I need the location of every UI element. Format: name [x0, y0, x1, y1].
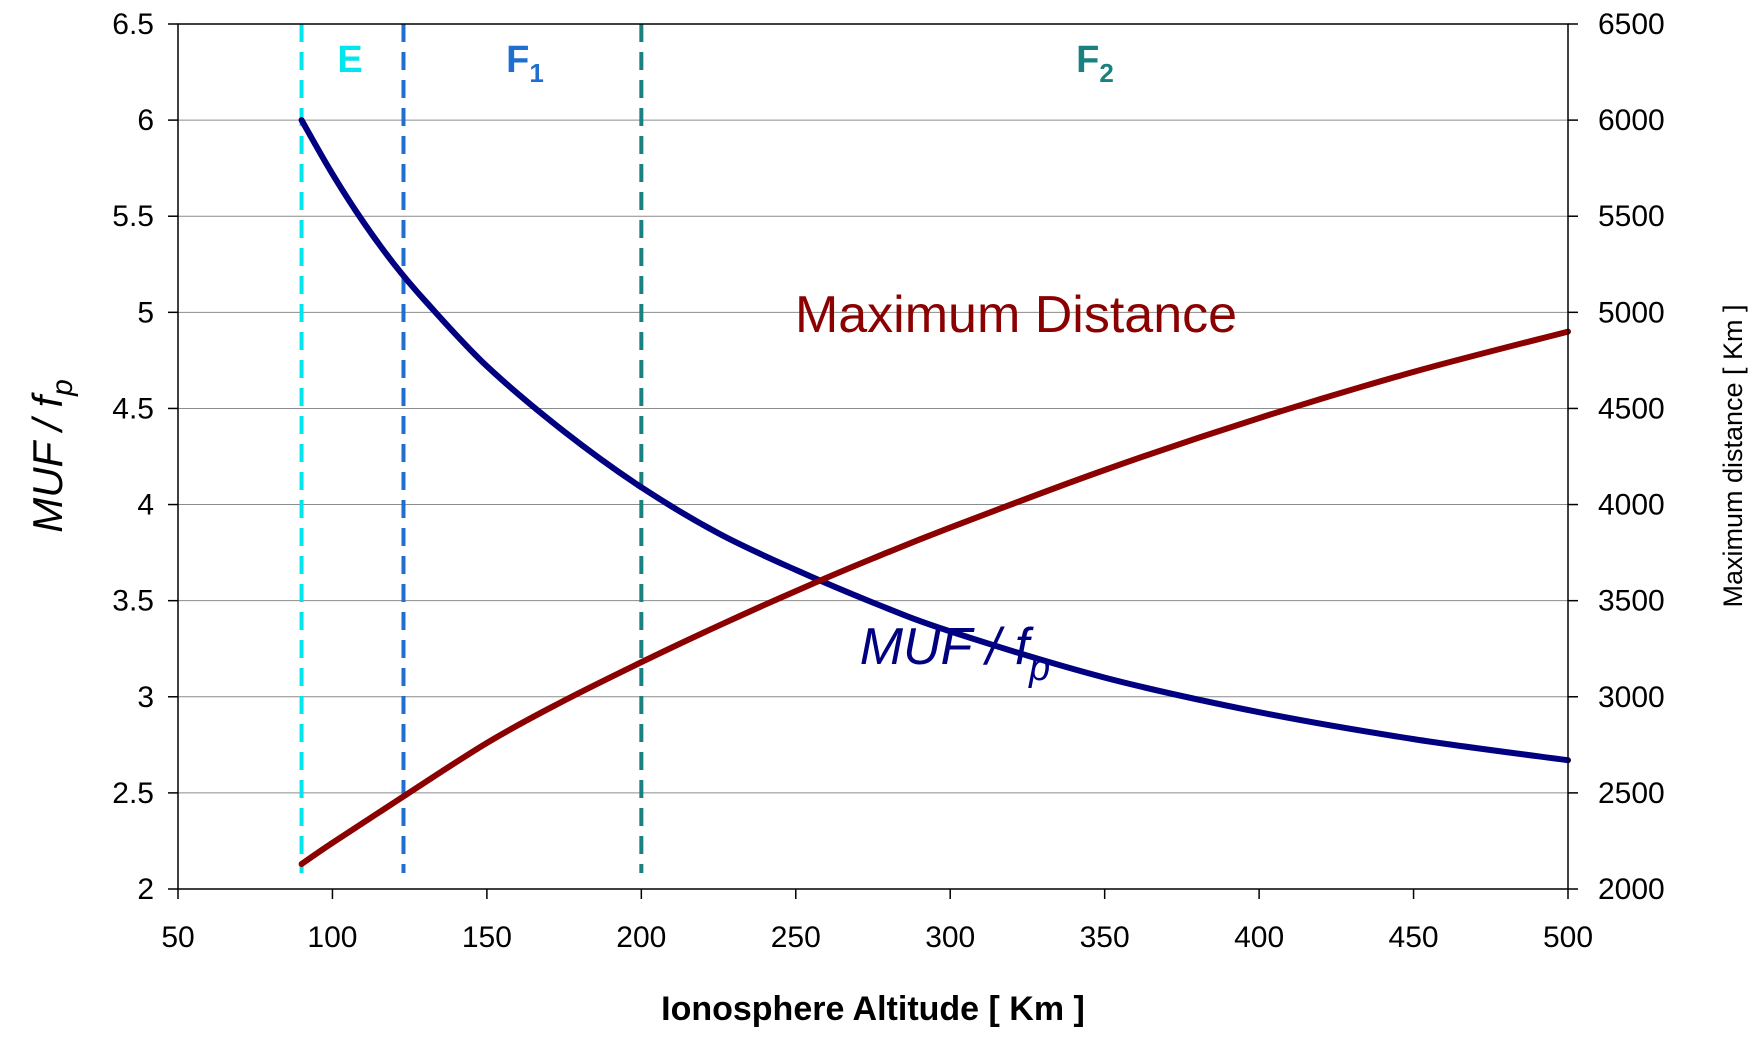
x-tick-label: 500 [1543, 921, 1593, 954]
muf-ratio-line [298, 117, 1571, 764]
y2-tick-label: 2500 [1598, 777, 1665, 810]
layer-marker-subscript: 1 [529, 58, 543, 88]
y-tick-label: 6 [137, 104, 154, 137]
y2-axis-title: Maximum distance [ Km ] [1718, 304, 1748, 607]
y2-tick-label: 3500 [1598, 585, 1665, 618]
x-tick-label: 350 [1080, 921, 1130, 954]
y2-tick-label: 6000 [1598, 104, 1665, 137]
x-axis-title: Ionosphere Altitude [ Km ] [661, 990, 1085, 1028]
x-tick-label: 300 [925, 921, 975, 954]
x-tick-label: 450 [1389, 921, 1439, 954]
y2-tick-label: 4500 [1598, 392, 1665, 425]
series-lines [298, 117, 1571, 867]
y2-tick-label: 4000 [1598, 489, 1665, 522]
y-axis-title: MUF / fp [24, 379, 79, 533]
series-annotation: MUF / fp [860, 618, 1051, 689]
annotations: Ionosphere Altitude [ Km ] Maximum dista… [24, 286, 1748, 1028]
y-tick-label: 3 [137, 681, 154, 714]
y2-tick-label: 3000 [1598, 681, 1665, 714]
layer-marker-label: F2 [1076, 39, 1114, 88]
series-annotation-subscript: p [1028, 647, 1050, 689]
x-tick-label: 250 [771, 921, 821, 954]
tick-labels: 22.533.544.555.566.520002500300035004000… [112, 8, 1664, 954]
x-tick-label: 100 [307, 921, 357, 954]
y2-tick-label: 6500 [1598, 8, 1665, 41]
gridlines [178, 119, 1568, 794]
y2-tick-label: 5500 [1598, 200, 1665, 233]
y-tick-label: 5 [137, 296, 154, 329]
y2-tick-label: 2000 [1598, 873, 1665, 906]
layer-marker-label: E [337, 39, 362, 81]
y-axis-title-subscript: p [46, 379, 79, 397]
y-tick-label: 6.5 [112, 8, 154, 41]
x-tick-label: 400 [1234, 921, 1284, 954]
y-tick-label: 2 [137, 873, 154, 906]
x-tick-label: 150 [462, 921, 512, 954]
layer-markers: E F1 F2 [299, 24, 1114, 873]
y-tick-label: 5.5 [112, 200, 154, 233]
y-tick-label: 2.5 [112, 777, 154, 810]
y-tick-label: 3.5 [112, 585, 154, 618]
layer-marker-label: F1 [506, 39, 544, 88]
layer-marker-subscript: 2 [1099, 58, 1113, 88]
series-annotation: Maximum Distance [795, 286, 1237, 344]
y-axis-title-main: MUF / f [24, 392, 71, 533]
y-tick-label: 4.5 [112, 392, 154, 425]
x-tick-label: 50 [161, 921, 194, 954]
max-distance-line [298, 328, 1571, 867]
y2-tick-label: 5000 [1598, 296, 1665, 329]
plot-frame [177, 23, 1569, 890]
axes [177, 23, 1569, 890]
y-tick-label: 4 [137, 489, 154, 522]
x-tick-label: 200 [616, 921, 666, 954]
